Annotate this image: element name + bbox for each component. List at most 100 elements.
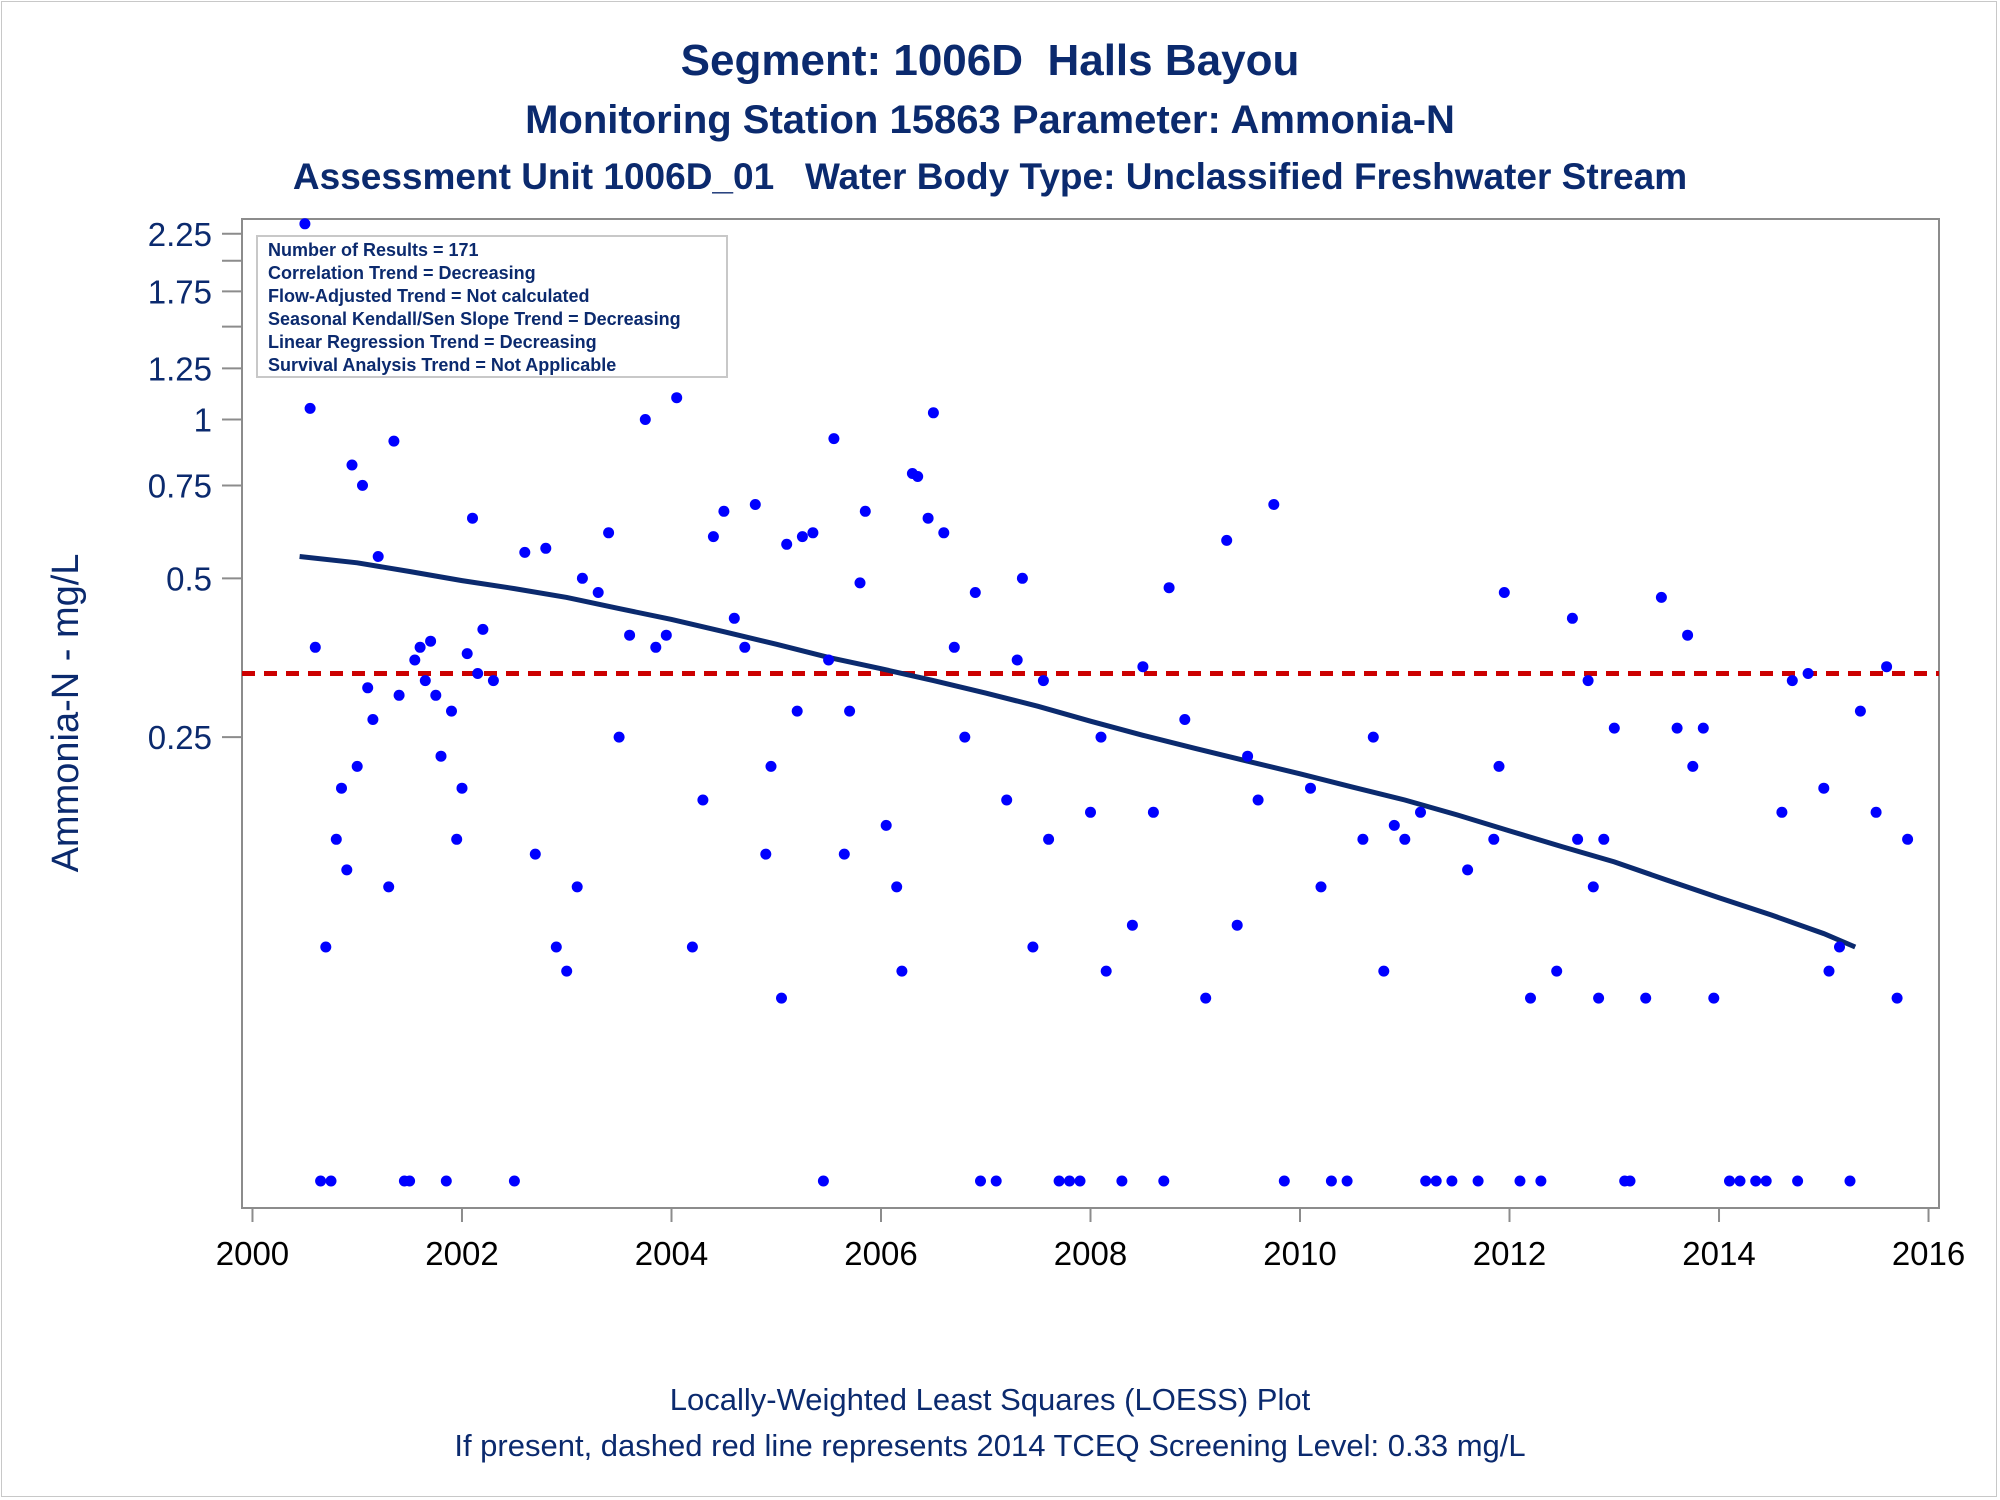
x-tick-label: 2012 bbox=[1473, 1235, 1546, 1272]
x-tick-label: 2006 bbox=[844, 1235, 917, 1272]
data-point bbox=[1085, 806, 1096, 818]
data-point bbox=[603, 527, 615, 539]
data-point bbox=[357, 479, 368, 491]
data-point bbox=[1016, 572, 1028, 584]
data-point bbox=[393, 689, 405, 701]
data-point bbox=[896, 965, 908, 977]
data-point bbox=[1462, 864, 1474, 876]
footer-screening-note: If present, dashed red line represents 2… bbox=[454, 1428, 1526, 1463]
data-point bbox=[854, 577, 866, 589]
data-point bbox=[467, 512, 478, 524]
data-point bbox=[791, 705, 803, 717]
data-point bbox=[519, 546, 531, 558]
data-point bbox=[859, 505, 871, 517]
data-point bbox=[776, 992, 787, 1004]
data-point bbox=[807, 527, 819, 539]
data-point bbox=[1624, 1175, 1636, 1187]
footer-plot-type: Locally-Weighted Least Squares (LOESS) P… bbox=[669, 1382, 1311, 1417]
data-point bbox=[1095, 731, 1107, 743]
data-point bbox=[1760, 1175, 1772, 1187]
data-point bbox=[1011, 654, 1023, 666]
data-point bbox=[1037, 675, 1049, 687]
data-point bbox=[765, 760, 777, 772]
data-point bbox=[1724, 1175, 1735, 1187]
data-point bbox=[1802, 668, 1814, 679]
data-point bbox=[1367, 731, 1379, 743]
data-point bbox=[817, 1175, 829, 1187]
data-point bbox=[728, 612, 740, 624]
data-point bbox=[718, 505, 730, 517]
data-point bbox=[529, 848, 541, 860]
data-point bbox=[823, 654, 835, 666]
data-point bbox=[367, 714, 379, 725]
data-point bbox=[1551, 965, 1563, 977]
data-point bbox=[1001, 794, 1013, 806]
data-point bbox=[409, 654, 421, 666]
data-point bbox=[990, 1175, 1002, 1187]
data-point bbox=[1415, 806, 1426, 818]
data-point bbox=[576, 572, 588, 584]
data-point bbox=[1100, 965, 1112, 977]
data-point bbox=[1640, 992, 1652, 1004]
data-point bbox=[671, 392, 683, 404]
data-point bbox=[346, 459, 358, 471]
data-point bbox=[838, 848, 850, 860]
data-point bbox=[341, 864, 353, 876]
data-point bbox=[1472, 1175, 1484, 1187]
data-point bbox=[922, 512, 934, 524]
data-point bbox=[1163, 582, 1175, 594]
data-point bbox=[739, 641, 751, 653]
data-point bbox=[781, 538, 793, 550]
data-point bbox=[1786, 675, 1798, 687]
data-point bbox=[828, 433, 840, 445]
data-point bbox=[477, 623, 489, 635]
data-point bbox=[1881, 661, 1893, 673]
data-point bbox=[351, 760, 363, 772]
data-point bbox=[1734, 1175, 1746, 1187]
data-point bbox=[697, 794, 709, 806]
data-point bbox=[1179, 714, 1191, 725]
data-point bbox=[796, 531, 808, 543]
y-tick-label: 1.25 bbox=[148, 350, 212, 387]
data-point bbox=[1493, 760, 1505, 772]
data-point bbox=[1378, 965, 1390, 977]
y-tick-label: 0.25 bbox=[148, 719, 212, 756]
data-point bbox=[404, 1175, 416, 1187]
x-tick-label: 2008 bbox=[1054, 1235, 1127, 1272]
y-tick-label: 1 bbox=[194, 402, 212, 439]
data-point bbox=[419, 675, 431, 687]
x-tick-label: 2016 bbox=[1892, 1235, 1965, 1272]
data-point bbox=[975, 1175, 986, 1187]
data-point bbox=[1844, 1175, 1856, 1187]
data-point bbox=[1834, 941, 1845, 953]
data-point bbox=[969, 587, 981, 598]
y-tick-label: 0.5 bbox=[166, 560, 212, 597]
chart-title: Segment: 1006D Halls Bayou bbox=[680, 36, 1300, 85]
data-point bbox=[325, 1175, 337, 1187]
data-point bbox=[639, 414, 651, 425]
data-point bbox=[1221, 534, 1233, 546]
data-point bbox=[592, 587, 604, 598]
data-point bbox=[1315, 881, 1327, 893]
x-tick-label: 2000 bbox=[216, 1235, 289, 1272]
data-point bbox=[707, 531, 719, 543]
data-point bbox=[1488, 833, 1500, 845]
data-point bbox=[1399, 833, 1411, 845]
data-point bbox=[451, 833, 463, 845]
data-point bbox=[1854, 705, 1866, 717]
data-point bbox=[1687, 760, 1699, 772]
y-tick-label: 2.25 bbox=[148, 216, 212, 253]
data-point bbox=[948, 641, 960, 653]
data-point bbox=[1587, 881, 1599, 893]
data-point bbox=[1708, 992, 1720, 1004]
data-point bbox=[1420, 1175, 1432, 1187]
data-point bbox=[414, 641, 426, 653]
stats-line: Number of Results = 171 bbox=[268, 240, 479, 260]
data-point bbox=[440, 1175, 452, 1187]
data-point bbox=[1053, 1175, 1065, 1187]
data-point bbox=[1305, 782, 1316, 794]
data-points bbox=[292, 218, 1914, 1187]
data-point bbox=[650, 641, 662, 653]
data-point bbox=[430, 689, 442, 701]
data-point bbox=[1200, 992, 1212, 1004]
